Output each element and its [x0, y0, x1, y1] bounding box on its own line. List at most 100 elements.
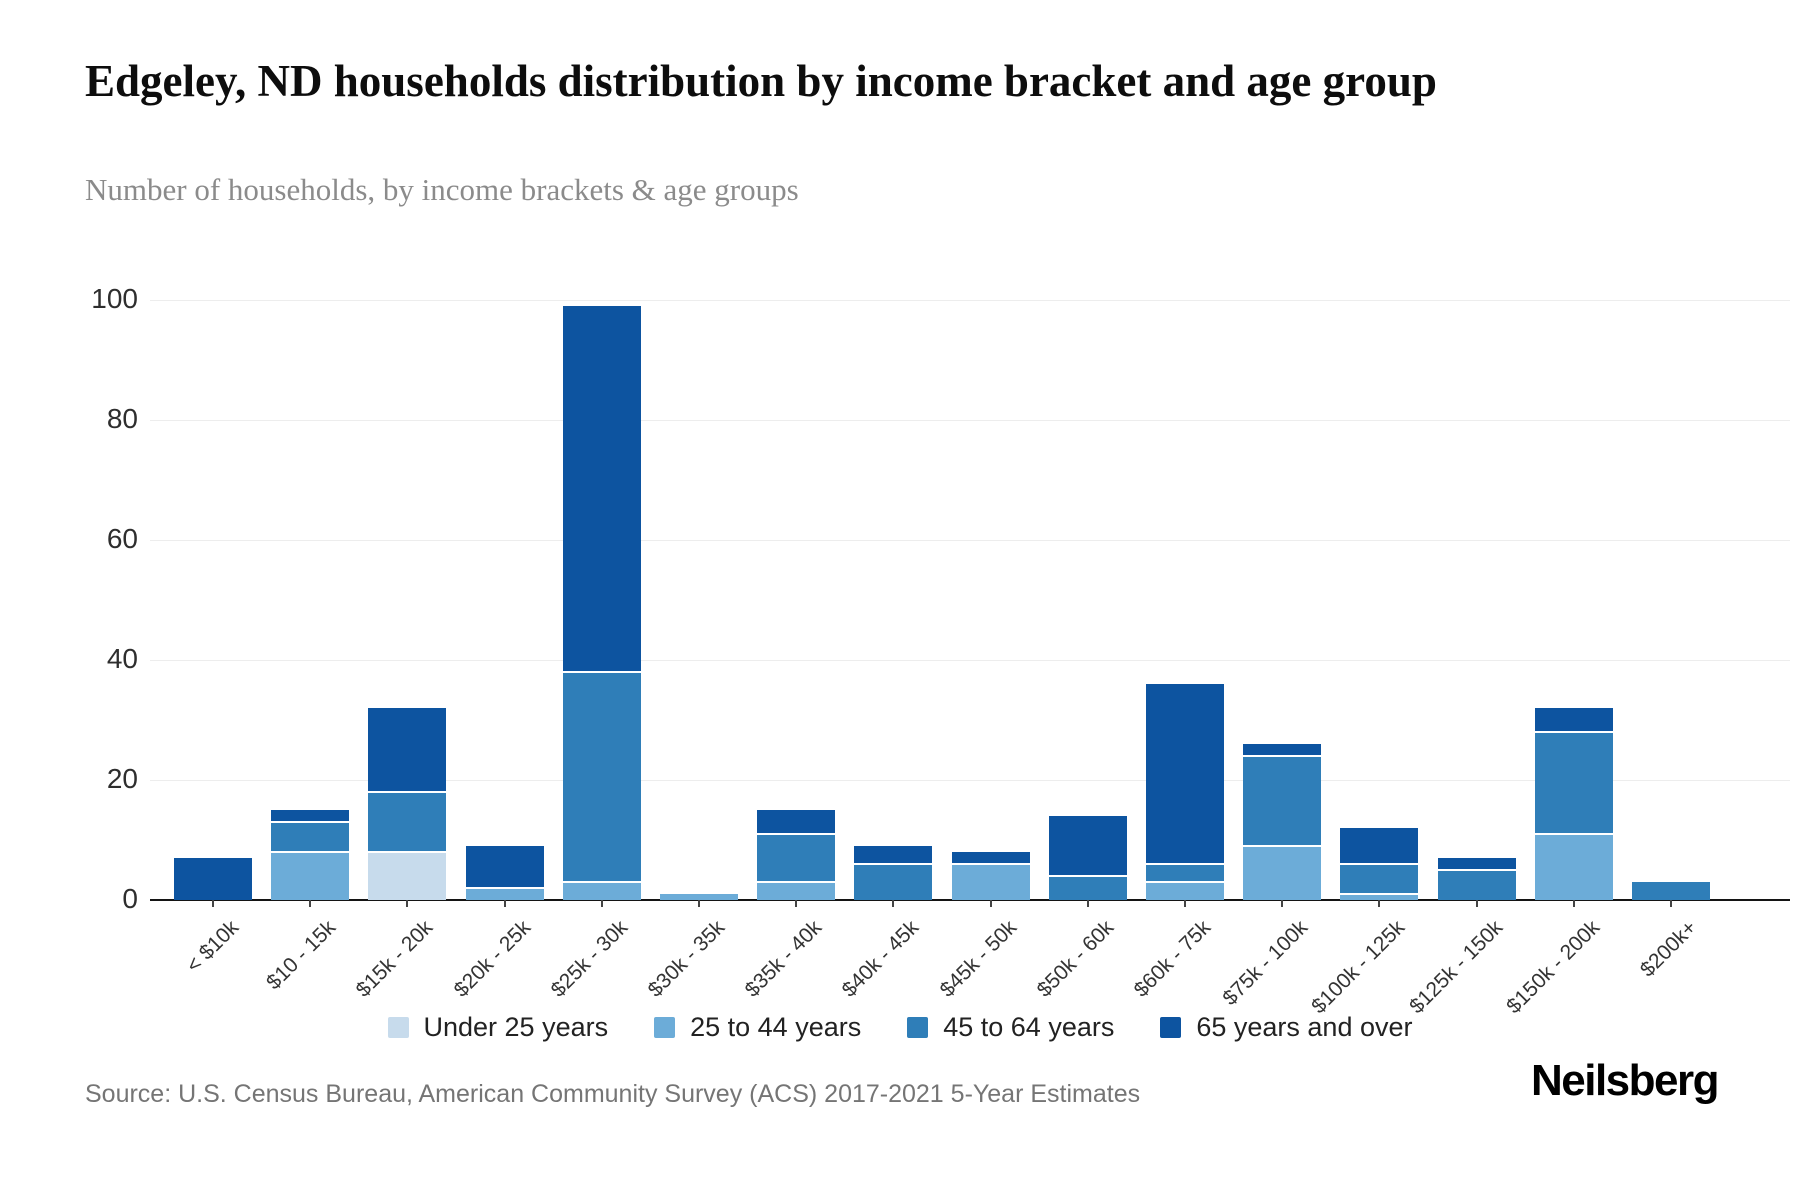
bar [660, 300, 738, 900]
bar-segment [1048, 816, 1127, 876]
axis-tick [212, 900, 214, 907]
bar-segment [1437, 858, 1516, 870]
bar-segment [1243, 744, 1322, 756]
legend-item: 45 to 64 years [907, 1012, 1114, 1043]
y-tick-label: 20 [106, 763, 138, 794]
bar-segment [465, 846, 544, 888]
bar-segment [465, 888, 544, 900]
legend-label: Under 25 years [423, 1012, 609, 1042]
bar-segment [660, 894, 738, 900]
axis-tick [600, 900, 603, 907]
gridline [150, 780, 1790, 781]
segment-separator [1243, 845, 1322, 847]
bar-segment [1340, 894, 1419, 900]
bar [854, 300, 933, 900]
bar-segment [951, 852, 1030, 864]
segment-separator [1340, 893, 1419, 895]
axis-tick [989, 900, 992, 907]
bar [1340, 300, 1419, 900]
bar [271, 300, 350, 900]
gridline [150, 300, 1790, 301]
segment-separator [1534, 731, 1613, 733]
segment-separator [757, 881, 836, 883]
bar [951, 300, 1030, 900]
axis-tick [795, 900, 798, 907]
bar-segment [1340, 828, 1419, 864]
y-tick-label: 0 [122, 883, 138, 914]
y-tick-label: 40 [106, 643, 138, 674]
bar-segment [562, 306, 641, 672]
segment-separator [368, 791, 447, 793]
bar-segment [368, 792, 447, 852]
segment-separator [1243, 755, 1322, 757]
y-tick-label: 80 [106, 403, 138, 434]
bar-segment [271, 810, 350, 822]
segment-separator [1146, 863, 1224, 865]
axis-tick [309, 900, 312, 907]
segment-separator [562, 881, 641, 883]
axis-tick [1378, 900, 1381, 907]
legend-swatch [1160, 1017, 1182, 1038]
segment-separator [1340, 863, 1419, 865]
bar-segment [1243, 846, 1322, 900]
segment-separator [562, 671, 641, 673]
bar [1437, 300, 1516, 900]
axis-tick [406, 900, 409, 907]
bar-segment [368, 852, 447, 900]
bar-segment [1146, 882, 1224, 900]
bar [1048, 300, 1127, 900]
bar-segment [562, 672, 641, 882]
legend-item: 65 years and over [1160, 1012, 1413, 1043]
y-tick-label: 60 [106, 523, 138, 554]
bar-segment [1146, 684, 1224, 864]
bar-segment [368, 708, 447, 792]
bar-segment [1534, 732, 1613, 834]
legend-swatch [654, 1017, 676, 1038]
legend-swatch [907, 1017, 929, 1038]
legend-label: 25 to 44 years [690, 1012, 862, 1042]
segment-separator [1048, 875, 1127, 877]
segment-separator [1437, 869, 1516, 871]
segment-separator [271, 821, 350, 823]
bar [174, 300, 252, 900]
segment-separator [271, 851, 350, 853]
bar-segment [757, 882, 836, 900]
chart-subtitle: Number of households, by income brackets… [85, 172, 799, 207]
legend-label: 65 years and over [1196, 1012, 1413, 1042]
chart-title: Edgeley, ND households distribution by i… [85, 56, 1437, 106]
plot-area [150, 300, 1790, 907]
bar-segment [174, 858, 252, 900]
legend-item: Under 25 years [387, 1012, 609, 1043]
bar-segment [1534, 834, 1613, 900]
bar-segment [271, 852, 350, 900]
segment-separator [1534, 833, 1613, 835]
bar [368, 300, 447, 900]
bar-segment [1632, 882, 1710, 900]
segment-separator [1146, 881, 1224, 883]
bar-segment [1146, 864, 1224, 882]
brand-logo: Neilsberg [1530, 1056, 1720, 1105]
bar [562, 300, 641, 900]
bar-segment [854, 864, 933, 900]
gridline [150, 660, 1790, 661]
segment-separator [854, 863, 933, 865]
x-axis-line [150, 899, 1790, 901]
bar-segment [271, 822, 350, 852]
segment-separator [368, 851, 447, 853]
axis-tick [1184, 900, 1186, 907]
axis-tick [1086, 900, 1089, 907]
bar [757, 300, 836, 900]
axis-tick [1281, 900, 1284, 907]
bar [1534, 300, 1613, 900]
legend-item: 25 to 44 years [654, 1012, 861, 1043]
y-tick-label: 100 [91, 283, 138, 314]
segment-separator [757, 833, 836, 835]
segment-separator [951, 863, 1030, 865]
legend-swatch [387, 1017, 409, 1038]
legend: Under 25 years 25 to 44 years 45 to 64 yea… [0, 1012, 1800, 1043]
bar-segment [1340, 864, 1419, 894]
bar-segment [1437, 870, 1516, 900]
bar-segment [757, 810, 836, 834]
bar-segment [1534, 708, 1613, 732]
bar-segment [854, 846, 933, 864]
